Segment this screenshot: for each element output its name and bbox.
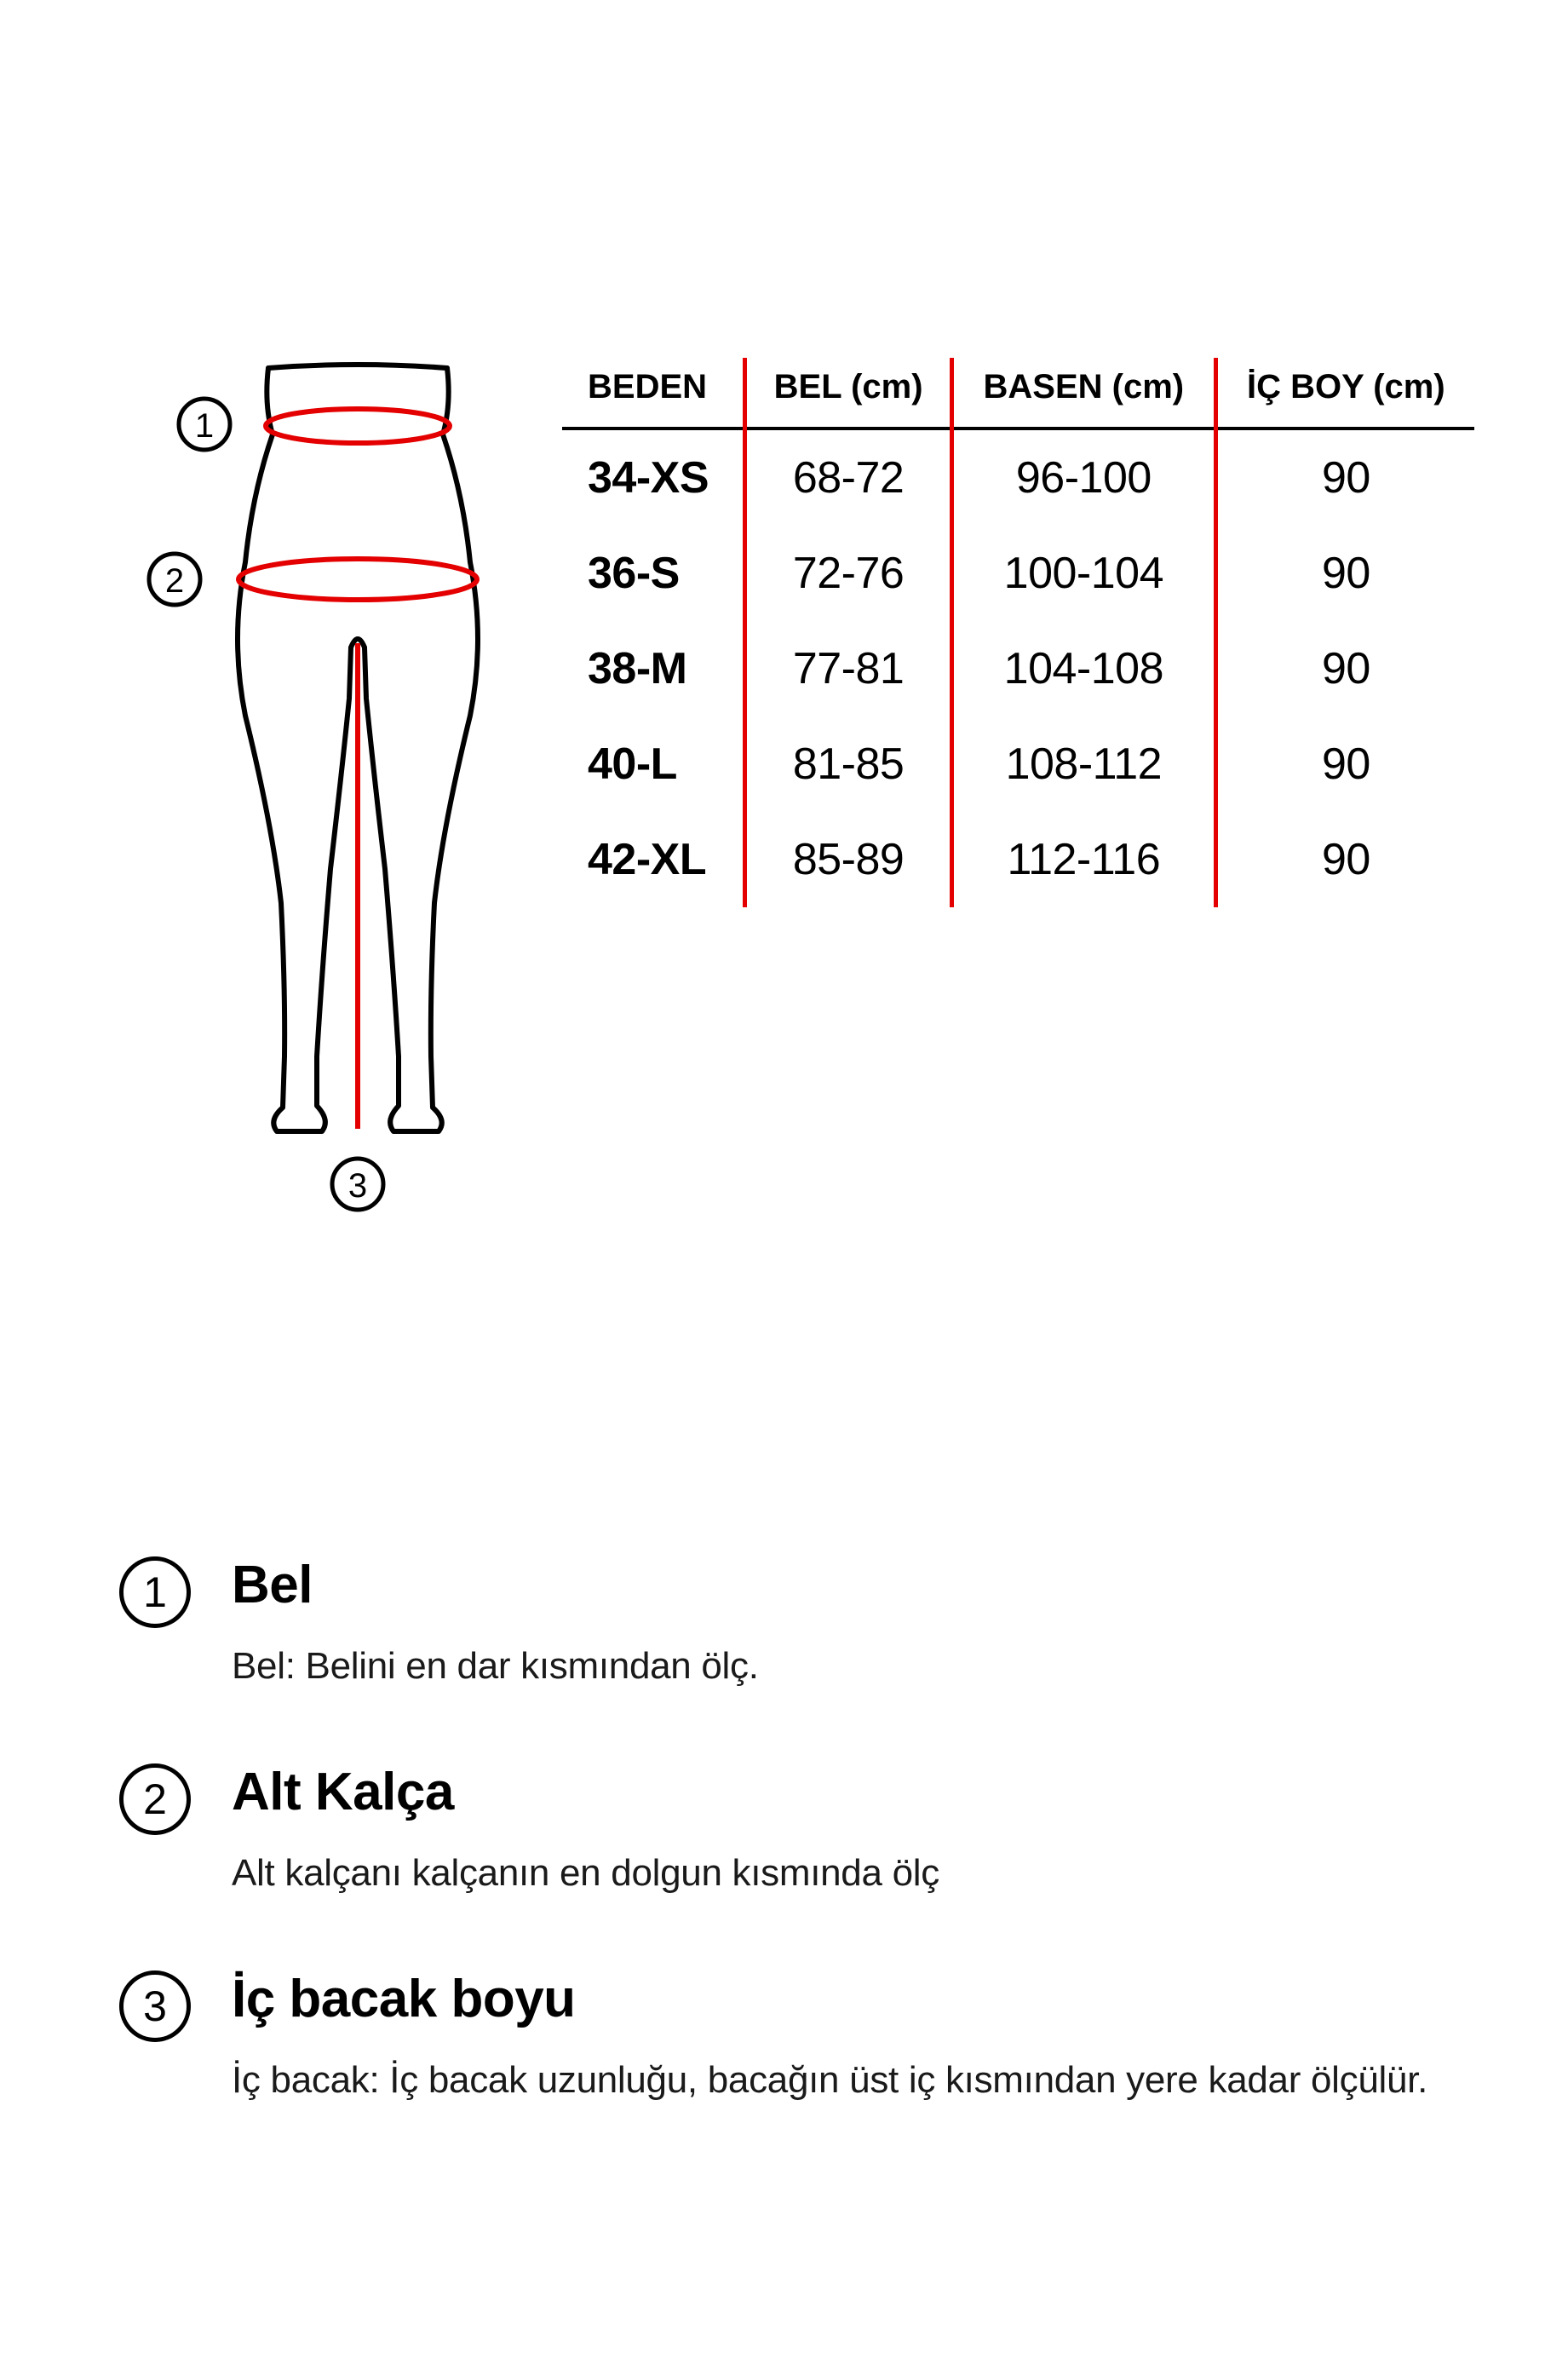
marker-2: 2 bbox=[165, 562, 184, 600]
top-section: 1 2 3 BEDEN BEL (cm) BASEN (cm) İÇ BOY (… bbox=[94, 358, 1474, 1231]
col-header-inseam: İÇ BOY (cm) bbox=[1215, 358, 1474, 429]
cell-hip: 104-108 bbox=[951, 621, 1215, 716]
cell-size: 40-L bbox=[562, 716, 745, 812]
cell-inseam: 90 bbox=[1215, 812, 1474, 907]
cell-hip: 96-100 bbox=[951, 429, 1215, 526]
legend-text: İç bacak boyu İç bacak: İç bacak uzunluğ… bbox=[232, 1969, 1474, 2108]
table-row: 36-S 72-76 100-104 90 bbox=[562, 526, 1474, 621]
col-header-hip: BASEN (cm) bbox=[951, 358, 1215, 429]
legend-section: 1 Bel Bel: Belini en dar kısmından ölç. … bbox=[94, 1555, 1474, 2107]
cell-inseam: 90 bbox=[1215, 621, 1474, 716]
legend-text: Alt Kalça Alt kalçanı kalçanın en dolgun… bbox=[232, 1762, 1474, 1901]
cell-size: 34-XS bbox=[562, 429, 745, 526]
cell-waist: 72-76 bbox=[745, 526, 952, 621]
table-body: 34-XS 68-72 96-100 90 36-S 72-76 100-104… bbox=[562, 429, 1474, 907]
cell-size: 36-S bbox=[562, 526, 745, 621]
marker-3: 3 bbox=[348, 1167, 367, 1205]
col-header-waist: BEL (cm) bbox=[745, 358, 952, 429]
legend-marker-1: 1 bbox=[119, 1556, 191, 1628]
cell-hip: 108-112 bbox=[951, 716, 1215, 812]
cell-waist: 68-72 bbox=[745, 429, 952, 526]
legend-item-inseam: 3 İç bacak boyu İç bacak: İç bacak uzunl… bbox=[119, 1969, 1474, 2108]
cell-hip: 100-104 bbox=[951, 526, 1215, 621]
legend-desc-inseam: İç bacak: İç bacak uzunluğu, bacağın üst… bbox=[232, 2053, 1474, 2108]
legend-item-hip: 2 Alt Kalça Alt kalçanı kalçanın en dolg… bbox=[119, 1762, 1474, 1901]
legs-diagram-icon: 1 2 3 bbox=[94, 358, 537, 1227]
cell-hip: 112-116 bbox=[951, 812, 1215, 907]
col-header-size: BEDEN bbox=[562, 358, 745, 429]
legend-desc-waist: Bel: Belini en dar kısmından ölç. bbox=[232, 1639, 1474, 1694]
table-row: 42-XL 85-89 112-116 90 bbox=[562, 812, 1474, 907]
cell-size: 38-M bbox=[562, 621, 745, 716]
cell-waist: 85-89 bbox=[745, 812, 952, 907]
size-table-container: BEDEN BEL (cm) BASEN (cm) İÇ BOY (cm) 34… bbox=[562, 358, 1474, 1231]
legend-marker-3: 3 bbox=[119, 1970, 191, 2042]
legend-title-hip: Alt Kalça bbox=[232, 1762, 1474, 1822]
cell-waist: 77-81 bbox=[745, 621, 952, 716]
legend-text: Bel Bel: Belini en dar kısmından ölç. bbox=[232, 1555, 1474, 1694]
legend-desc-hip: Alt kalçanı kalçanın en dolgun kısmında … bbox=[232, 1846, 1474, 1901]
legend-title-waist: Bel bbox=[232, 1555, 1474, 1615]
marker-1: 1 bbox=[195, 407, 214, 445]
table-row: 40-L 81-85 108-112 90 bbox=[562, 716, 1474, 812]
table-row: 38-M 77-81 104-108 90 bbox=[562, 621, 1474, 716]
legend-title-inseam: İç bacak boyu bbox=[232, 1969, 1474, 2029]
cell-inseam: 90 bbox=[1215, 526, 1474, 621]
legend-item-waist: 1 Bel Bel: Belini en dar kısmından ölç. bbox=[119, 1555, 1474, 1694]
table-row: 34-XS 68-72 96-100 90 bbox=[562, 429, 1474, 526]
cell-waist: 81-85 bbox=[745, 716, 952, 812]
cell-inseam: 90 bbox=[1215, 716, 1474, 812]
cell-inseam: 90 bbox=[1215, 429, 1474, 526]
table-header-row: BEDEN BEL (cm) BASEN (cm) İÇ BOY (cm) bbox=[562, 358, 1474, 429]
body-figure: 1 2 3 bbox=[94, 358, 537, 1231]
size-table: BEDEN BEL (cm) BASEN (cm) İÇ BOY (cm) 34… bbox=[562, 358, 1474, 907]
legend-marker-2: 2 bbox=[119, 1763, 191, 1835]
cell-size: 42-XL bbox=[562, 812, 745, 907]
